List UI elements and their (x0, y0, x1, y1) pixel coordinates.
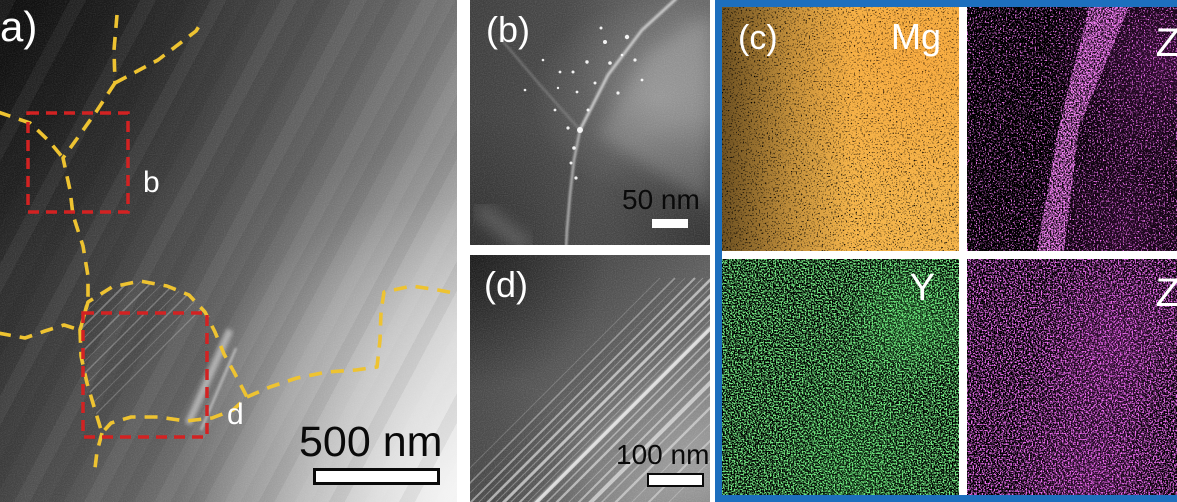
eds-map-zn-element-label: Z (1156, 23, 1177, 63)
eds-map-frame: (c) Mg Z Y Z (715, 0, 1177, 502)
precipitate-dots (523, 26, 644, 180)
scale-bar-a (313, 468, 440, 485)
eds-map-mg: (c) Mg (722, 7, 959, 251)
bright-grain-wedge (598, 15, 710, 205)
bright-twin-band (184, 328, 234, 426)
eds-map-zn-density-overlay (967, 7, 1177, 251)
light-band-corner (473, 202, 533, 245)
boundary-line-lower (565, 129, 582, 245)
roi-box-b (26, 111, 130, 214)
panel-a-label: (a) (0, 3, 38, 50)
panel-a-annotations (0, 0, 457, 502)
scale-bar-a-label: 500 nm (299, 418, 443, 466)
scale-bar-d (647, 473, 704, 487)
faint-boundary-line (499, 37, 581, 131)
scale-bar-b-label: 50 nm (622, 184, 700, 215)
panel-a-stem-image: (a) b d 500 nm (0, 0, 457, 502)
panel-b-stem-image: (b) 50 nm (470, 0, 710, 245)
panel-d-label: (d) (484, 264, 528, 305)
eds-map-y: Y (722, 259, 959, 495)
eds-map-zn: Z (967, 7, 1177, 251)
scale-bar-d-label: 100 nm (616, 439, 710, 470)
roi-label-d: d (227, 398, 244, 431)
bright-fault-line (533, 325, 710, 502)
scale-bar-b (652, 219, 688, 228)
eds-map-zr-density-overlay (967, 259, 1177, 495)
eds-map-mg-density-overlay (722, 7, 959, 251)
panel-d-features (470, 255, 710, 502)
grain-boundary-overlay (0, 14, 457, 469)
eds-map-y-density-overlay (722, 259, 959, 495)
bright-twin-band-2 (199, 347, 238, 431)
roi-box-d (81, 311, 209, 439)
panel-d-stem-image: (d) 100 nm (470, 255, 710, 502)
panel-b-features (470, 0, 710, 245)
eds-map-mg-element-label: Mg (890, 16, 941, 57)
eds-map-zr-element-label: Z (1156, 273, 1177, 313)
roi-label-b: b (143, 166, 160, 199)
panel-b-label: (b) (486, 9, 530, 50)
eds-map-y-element-label: Y (909, 267, 935, 309)
panel-c-label: (c) (738, 19, 778, 57)
eds-map-zr: Z (967, 259, 1177, 495)
bright-boundary-line (578, 0, 677, 131)
